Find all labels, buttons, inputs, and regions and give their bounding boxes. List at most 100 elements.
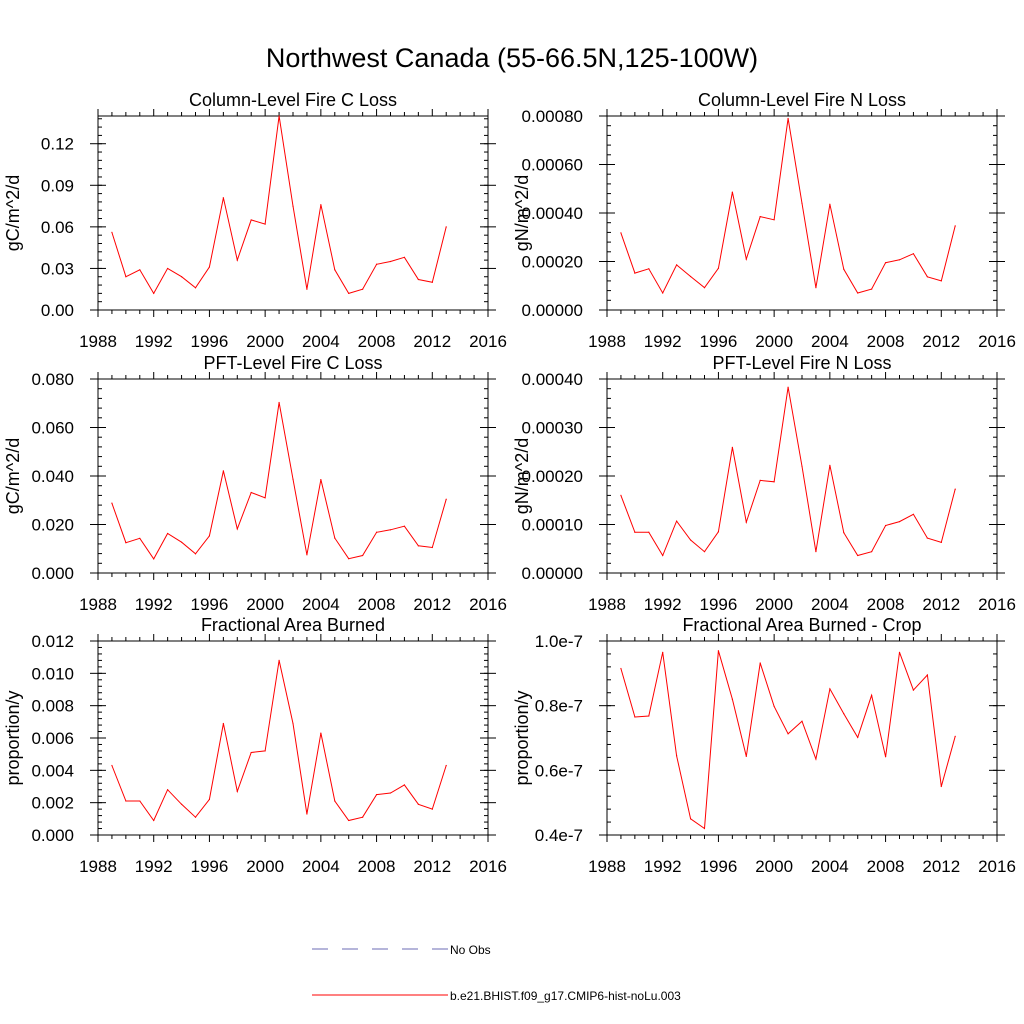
data-point: [236, 790, 238, 792]
x-tick-label: 1996: [191, 332, 229, 351]
x-tick-label: 1992: [644, 595, 682, 614]
y-tick-label: 0.4e-7: [535, 826, 583, 845]
x-tick-label: 1988: [588, 332, 626, 351]
y-axis-label: proportion/y: [3, 690, 23, 785]
x-tick-label: 1988: [588, 595, 626, 614]
data-point: [250, 491, 252, 494]
data-point: [417, 278, 419, 281]
x-tick-label: 1988: [588, 857, 626, 876]
data-point: [111, 502, 113, 504]
data-point: [815, 758, 817, 760]
data-point: [801, 465, 803, 467]
data-point: [857, 554, 859, 557]
y-tick-label: 0.00040: [522, 204, 583, 223]
data-point: [731, 191, 733, 193]
x-tick-label: 1992: [135, 595, 173, 614]
data-point: [954, 488, 956, 490]
data-point: [717, 531, 720, 533]
data-point: [759, 662, 761, 664]
data-point: [898, 651, 901, 653]
x-tick-label: 2012: [922, 332, 960, 351]
data-point: [445, 226, 447, 228]
data-point: [843, 532, 845, 534]
panel-title: Column-Level Fire C Loss: [189, 90, 397, 110]
data-point: [731, 698, 733, 700]
data-point: [787, 117, 789, 120]
data-point: [264, 223, 266, 225]
data-point: [403, 525, 406, 527]
y-tick-label: 0.000: [31, 564, 74, 583]
data-point: [139, 800, 141, 802]
data-point: [857, 736, 859, 738]
x-tick-label: 1992: [644, 332, 682, 351]
data-point: [167, 267, 169, 270]
x-tick-label: 2000: [246, 332, 284, 351]
chart-panel-5: Fractional Area Burned proportion/y 1988 19…: [3, 615, 507, 876]
data-point: [153, 819, 155, 822]
data-point: [884, 262, 887, 264]
y-tick-label: 0.020: [31, 516, 74, 535]
x-tick-label: 2000: [755, 857, 793, 876]
x-tick-label: 2016: [469, 332, 507, 351]
series-line-1: [111, 660, 447, 822]
data-point: [676, 755, 678, 757]
data-point: [884, 756, 887, 758]
x-tick-label: 2012: [413, 332, 451, 351]
data-point: [222, 722, 224, 725]
data-point: [871, 288, 873, 290]
data-point: [676, 264, 678, 266]
data-point: [125, 276, 127, 278]
data-point: [139, 269, 141, 271]
data-point: [348, 558, 350, 560]
data-point: [167, 532, 169, 535]
data-point: [815, 287, 817, 289]
data-point: [180, 541, 183, 543]
figure-title: Northwest Canada (55-66.5N,125-100W): [266, 43, 758, 73]
data-point: [620, 494, 622, 496]
data-point: [348, 292, 350, 294]
chart-panel-4: PFT-Level Fire N Loss gN/m^2/d 1988 1992 199…: [512, 353, 1016, 614]
x-tick-label: 2004: [811, 857, 849, 876]
data-point: [940, 541, 942, 544]
data-point: [801, 202, 803, 204]
data-point: [375, 793, 378, 796]
data-point: [250, 219, 252, 221]
x-tick-label: 1996: [191, 857, 229, 876]
x-tick-label: 2012: [922, 595, 960, 614]
y-tick-label: 0.006: [31, 729, 74, 748]
chart-panel-2: Column-Level Fire N Loss gN/m^2/d 1988 1992…: [512, 90, 1016, 351]
y-tick-label: 0.06: [41, 218, 74, 237]
x-tick-label: 2004: [811, 595, 849, 614]
data-point: [111, 764, 113, 767]
y-tick-label: 0.000: [31, 826, 74, 845]
data-point: [362, 816, 364, 818]
y-tick-label: 0.080: [31, 370, 74, 389]
y-axis-label: proportion/y: [512, 690, 532, 785]
y-tick-label: 0.03: [41, 259, 74, 278]
series-line-1: [620, 118, 956, 295]
data-point: [940, 785, 942, 788]
data-point: [292, 205, 294, 207]
data-point: [745, 521, 747, 523]
data-point: [620, 667, 622, 670]
data-point: [662, 651, 664, 653]
data-point: [375, 531, 378, 533]
data-point: [348, 819, 350, 822]
data-point: [389, 529, 392, 531]
data-point: [648, 715, 650, 717]
data-point: [417, 545, 419, 547]
y-tick-label: 0.040: [31, 467, 74, 486]
data-point: [912, 253, 915, 255]
data-point: [759, 479, 761, 481]
data-point: [620, 232, 622, 234]
data-point: [717, 267, 720, 269]
data-point: [843, 268, 845, 270]
data-point: [306, 554, 308, 556]
data-point: [884, 524, 887, 527]
panel-title: Fractional Area Burned - Crop: [682, 615, 921, 635]
series-line-1: [620, 650, 956, 830]
x-tick-label: 2008: [358, 595, 396, 614]
y-axis-label: gN/m^2/d: [512, 438, 532, 514]
x-tick-label: 1996: [191, 595, 229, 614]
y-tick-label: 0.00060: [522, 156, 583, 175]
